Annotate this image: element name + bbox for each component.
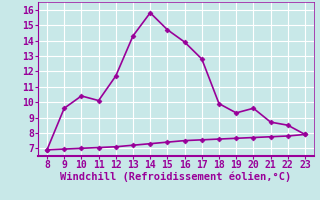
X-axis label: Windchill (Refroidissement éolien,°C): Windchill (Refroidissement éolien,°C) [60,172,292,182]
